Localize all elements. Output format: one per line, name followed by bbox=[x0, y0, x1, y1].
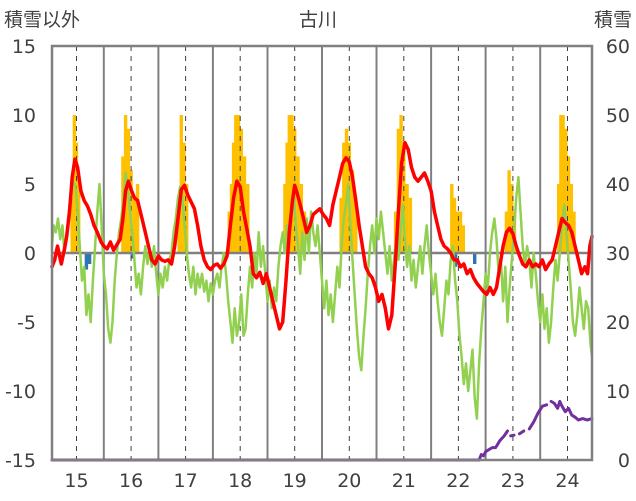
purple-line-segment-3 bbox=[509, 433, 516, 438]
gold-bar-55 bbox=[566, 156, 571, 253]
blue-bar-1 bbox=[87, 253, 92, 264]
x-tick-label-3: 18 bbox=[228, 470, 252, 492]
x-tick-label-5: 20 bbox=[337, 470, 361, 492]
gold-bar-41 bbox=[408, 197, 413, 253]
gold-bar-57 bbox=[572, 211, 576, 253]
x-tick-label-1: 16 bbox=[119, 470, 143, 492]
gold-bar-28 bbox=[299, 184, 303, 253]
x-tick-label-7: 22 bbox=[446, 470, 470, 492]
gold-bar-30 bbox=[339, 197, 343, 253]
gold-bar-22 bbox=[283, 184, 287, 253]
purple-line-segment-1 bbox=[477, 446, 497, 462]
gold-bar-0 bbox=[70, 197, 74, 253]
gold-bar-35 bbox=[354, 197, 358, 253]
gold-bar-12 bbox=[182, 142, 186, 253]
left-ytick-label-6: -15 bbox=[5, 450, 36, 472]
purple-line-segment-5 bbox=[527, 403, 549, 431]
gold-bar-42 bbox=[450, 184, 454, 253]
gold-bar-51 bbox=[557, 184, 561, 253]
right-ytick-label-5: 10 bbox=[606, 381, 630, 403]
gold-bar-31 bbox=[342, 142, 346, 253]
gold-bar-21 bbox=[246, 184, 250, 253]
gold-bar-53 bbox=[561, 115, 565, 253]
gold-bar-24 bbox=[287, 115, 291, 253]
gold-bar-13 bbox=[185, 184, 189, 253]
left-ytick-label-0: 15 bbox=[12, 36, 36, 58]
gold-bar-11 bbox=[179, 115, 183, 253]
gold-bar-20 bbox=[242, 156, 247, 253]
right-ytick-label-0: 60 bbox=[606, 36, 630, 58]
x-tick-label-4: 19 bbox=[283, 470, 307, 492]
left-ytick-label-3: 0 bbox=[24, 243, 36, 265]
green-line-segment-0 bbox=[50, 171, 594, 420]
gold-bar-49 bbox=[510, 184, 514, 253]
left-axis-label: 積雪以外 bbox=[4, 9, 80, 31]
left-ytick-label-1: 10 bbox=[12, 105, 36, 127]
gold-bar-27 bbox=[296, 156, 300, 253]
left-ytick-label-4: -5 bbox=[17, 312, 36, 334]
left-ytick-label-2: 5 bbox=[24, 174, 36, 196]
right-axis-label: 積雪 bbox=[594, 9, 632, 31]
gold-bar-48 bbox=[507, 170, 511, 253]
gold-bar-10 bbox=[177, 197, 181, 253]
left-ytick-label-5: -10 bbox=[5, 381, 36, 403]
gold-bar-23 bbox=[285, 142, 289, 253]
gold-bar-54 bbox=[564, 128, 568, 253]
x-tick-label-2: 17 bbox=[174, 470, 198, 492]
plot-frame bbox=[50, 44, 594, 462]
gold-bar-34 bbox=[350, 170, 355, 253]
gold-bar-8 bbox=[132, 197, 137, 253]
x-tick-label-6: 21 bbox=[392, 470, 416, 492]
gold-bar-45 bbox=[458, 211, 463, 253]
blue-bar-2 bbox=[130, 253, 134, 259]
right-ytick-label-4: 20 bbox=[606, 312, 630, 334]
red-line-segment-0 bbox=[50, 140, 594, 331]
gold-bar-9 bbox=[135, 184, 140, 253]
chart-title: 古川 bbox=[299, 9, 337, 31]
blue-bar-4 bbox=[473, 253, 477, 264]
gold-bar-25 bbox=[290, 115, 294, 253]
right-ytick-label-2: 40 bbox=[606, 174, 630, 196]
x-tick-label-8: 23 bbox=[501, 470, 525, 492]
gold-bar-43 bbox=[452, 197, 457, 253]
right-ytick-label-3: 30 bbox=[606, 243, 630, 265]
grid-layer bbox=[52, 46, 592, 460]
x-tick-label-9: 24 bbox=[555, 470, 579, 492]
blue-bar-0 bbox=[84, 253, 89, 270]
gold-bar-52 bbox=[559, 115, 563, 253]
purple-line-segment-4 bbox=[518, 429, 526, 436]
gold-bar-44 bbox=[455, 211, 459, 253]
gold-bar-29 bbox=[302, 211, 307, 253]
gold-bar-46 bbox=[461, 225, 465, 253]
purple-line-segment-2 bbox=[495, 429, 509, 448]
gold-bar-40 bbox=[405, 184, 409, 253]
right-ytick-label-6: 0 bbox=[618, 450, 630, 472]
gold-bar-56 bbox=[569, 184, 573, 253]
purple-line-segment-6 bbox=[549, 399, 594, 422]
right-ytick-label-1: 50 bbox=[606, 105, 630, 127]
x-tick-label-0: 15 bbox=[64, 470, 88, 492]
